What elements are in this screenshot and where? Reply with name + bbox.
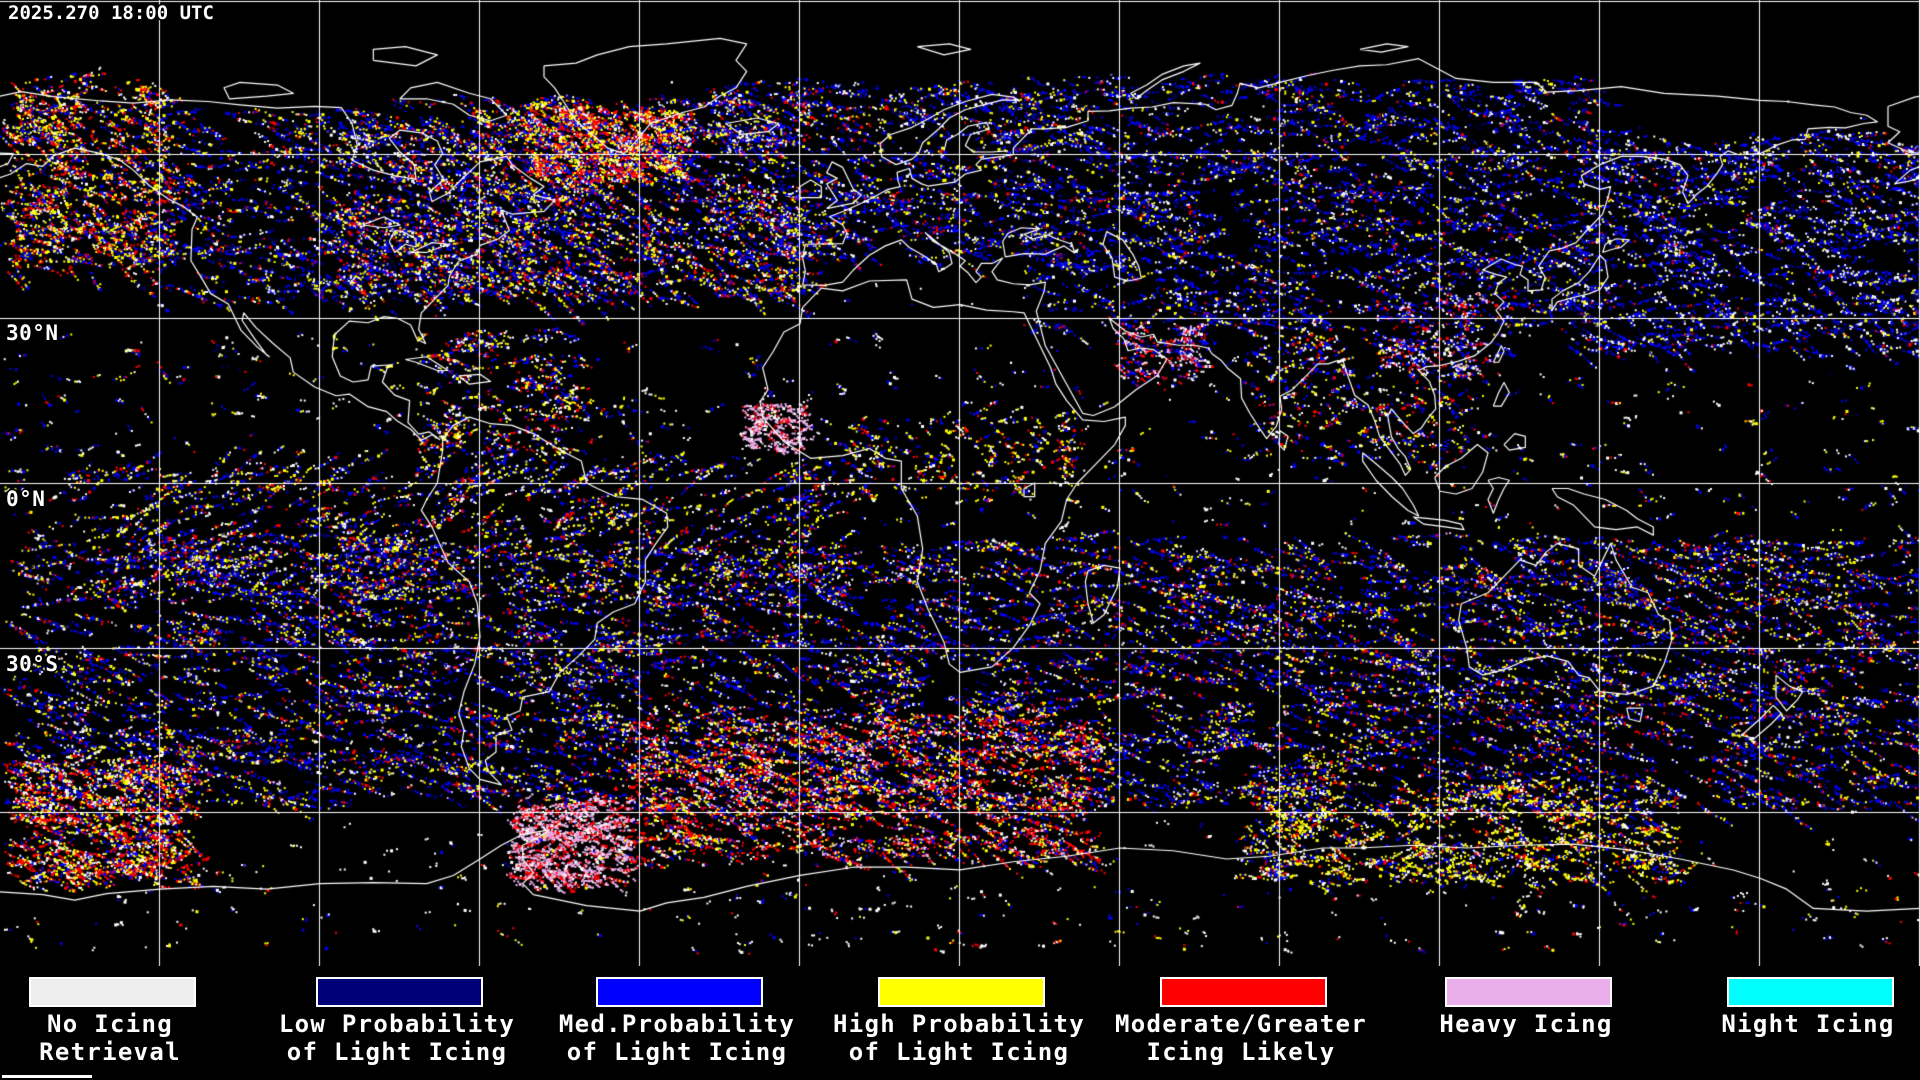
legend-label-line: Heavy Icing — [1439, 1010, 1613, 1038]
legend-label-line: High Probability — [833, 1010, 1085, 1038]
timestamp: 2025.270 18:00 UTC — [8, 2, 214, 24]
latitude-label-0n: 0°N — [6, 487, 46, 511]
global-icing-map — [0, 0, 1920, 966]
high-prob-swatch — [878, 977, 1045, 1007]
legend-label-line: of Light Icing — [566, 1038, 788, 1066]
legend-label-line: Low Probability — [278, 1010, 516, 1038]
latitude-label-30s: 30°S — [6, 652, 59, 676]
low-prob-swatch — [316, 977, 483, 1007]
bottom-edge-line — [2, 1075, 92, 1078]
legend-label-line: Icing Likely — [1146, 1038, 1336, 1066]
legend-label-line: No Icing — [47, 1010, 173, 1038]
moderate-icing-swatch — [1160, 977, 1327, 1007]
heavy-icing-swatch — [1445, 977, 1612, 1007]
legend-label-line: Retrieval — [39, 1038, 181, 1066]
legend-label-line: of Light Icing — [286, 1038, 508, 1066]
night-icing-swatch — [1727, 977, 1894, 1007]
legend-label-line: Night Icing — [1721, 1010, 1895, 1038]
legend-label-line: of Light Icing — [848, 1038, 1070, 1066]
latitude-label-30n: 30°N — [6, 321, 59, 345]
legend-label-line: Med.Probability — [558, 1010, 796, 1038]
legend-label-line: Moderate/Greater — [1115, 1010, 1367, 1038]
med-prob-swatch — [596, 977, 763, 1007]
no-icing-swatch — [29, 977, 196, 1007]
legend-bar: No Icing Retrieval Low Probability of Ligh… — [0, 966, 1920, 1080]
